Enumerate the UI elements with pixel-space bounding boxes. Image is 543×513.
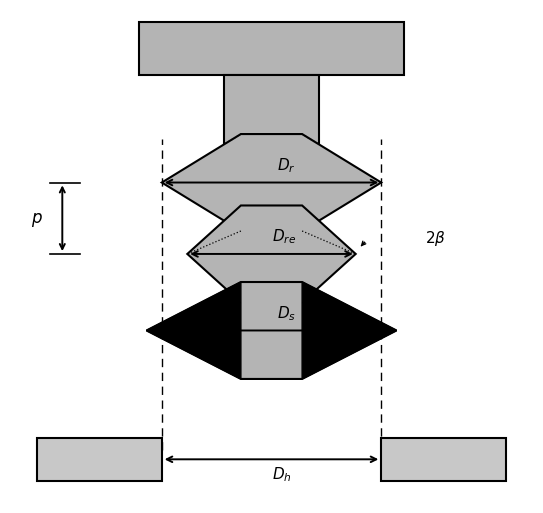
- Polygon shape: [147, 282, 396, 379]
- Polygon shape: [241, 144, 302, 379]
- Polygon shape: [187, 206, 356, 303]
- Polygon shape: [147, 282, 241, 379]
- Text: $D_r$: $D_r$: [277, 156, 296, 175]
- Text: p: p: [31, 209, 42, 227]
- Polygon shape: [162, 134, 381, 231]
- Polygon shape: [381, 438, 506, 481]
- Text: $D_{re}$: $D_{re}$: [272, 228, 296, 246]
- Polygon shape: [224, 75, 319, 144]
- Polygon shape: [139, 22, 404, 75]
- Text: $D_h$: $D_h$: [272, 465, 292, 484]
- Text: $2\beta$: $2\beta$: [425, 229, 446, 248]
- Text: $D_s$: $D_s$: [277, 304, 296, 323]
- Polygon shape: [37, 438, 162, 481]
- Polygon shape: [302, 282, 396, 379]
